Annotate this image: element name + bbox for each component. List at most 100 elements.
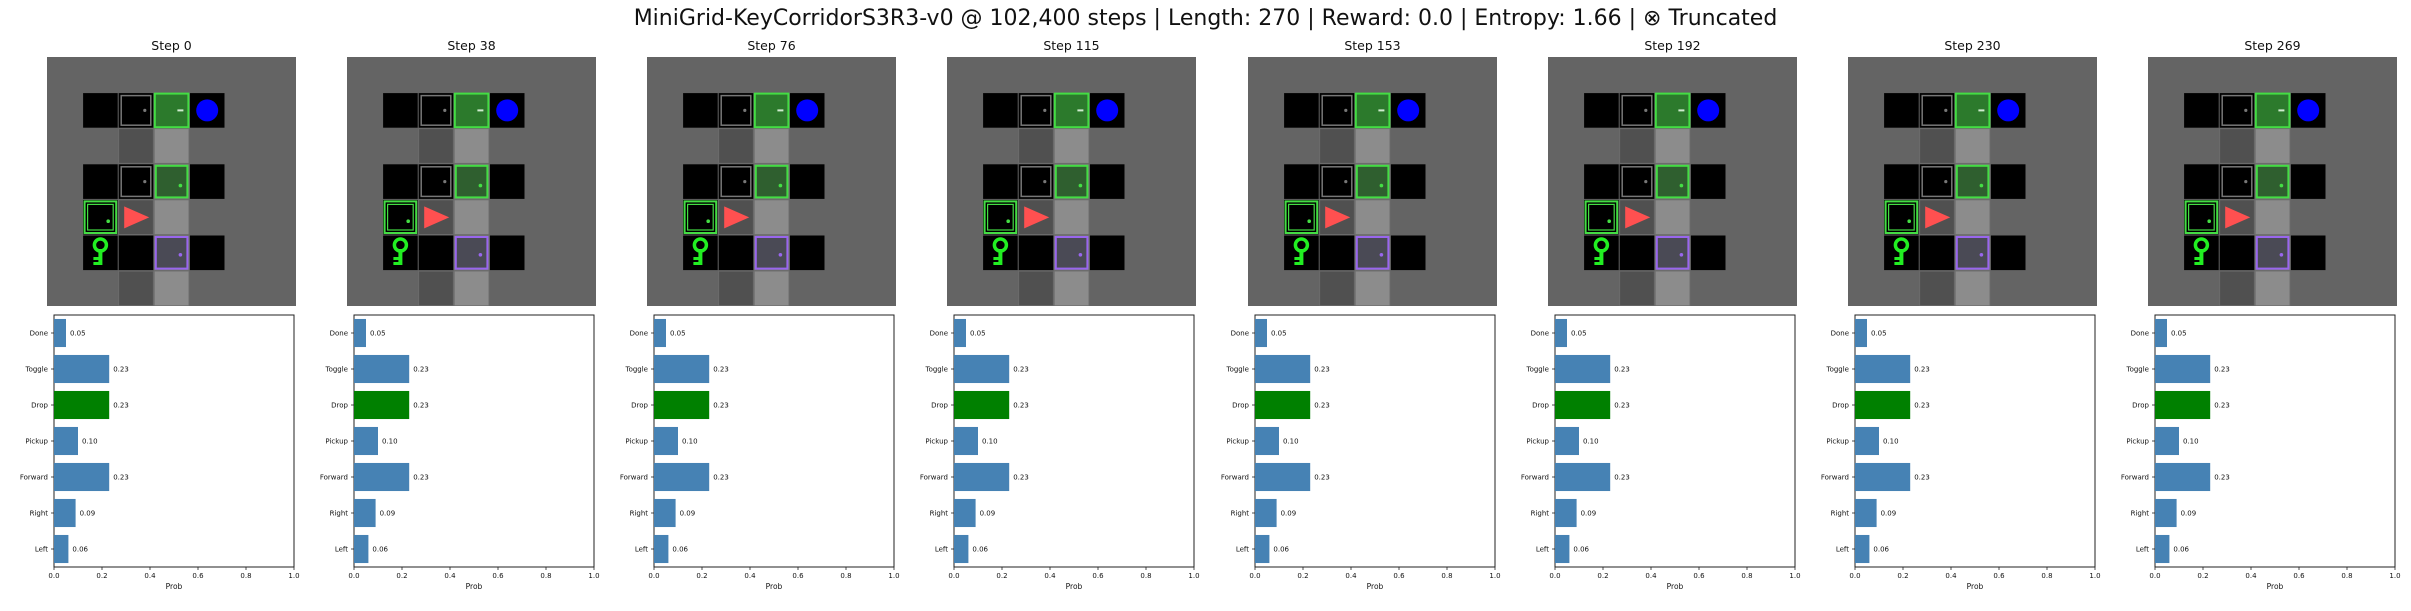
bar-drop: [54, 390, 110, 420]
key-icon: [392, 237, 409, 265]
category-label-right: Right: [2131, 510, 2150, 518]
door-handle: [1043, 108, 1047, 112]
value-label-toggle: 0.23: [1013, 366, 1029, 374]
corridor-tile: [1354, 128, 1391, 164]
value-label-right: 0.09: [80, 510, 96, 518]
bar-right: [1855, 498, 1877, 528]
floor-tile: [418, 235, 454, 271]
door-handle: [1944, 180, 1948, 184]
floor-tile: [1919, 235, 1955, 271]
corridor-tile: [718, 270, 754, 306]
floor-tile: [383, 93, 418, 128]
door-handle: [2244, 108, 2248, 112]
bar-toggle: [54, 354, 110, 384]
door-handle: [1078, 253, 1083, 257]
agent-triangle-icon: [424, 206, 450, 229]
value-label-done: 0.05: [1271, 330, 1287, 338]
x-tick-label: 0.2: [696, 572, 707, 580]
bar-forward: [1555, 462, 1611, 492]
door-icon: [754, 164, 789, 199]
value-label-forward: 0.23: [1013, 474, 1029, 482]
floor-tile: [1089, 235, 1125, 271]
door-inner-frame: [986, 203, 1014, 231]
value-label-done: 0.05: [370, 330, 386, 338]
bar-done: [1255, 318, 1267, 348]
door-icon: [1284, 200, 1319, 234]
door-icon: [154, 164, 189, 199]
value-label-forward: 0.23: [1914, 474, 1930, 482]
door-handle: [1006, 219, 1010, 223]
bar-toggle: [1255, 354, 1311, 384]
value-label-drop: 0.23: [1614, 402, 1630, 410]
ball-icon: [796, 99, 819, 122]
value-label-done: 0.05: [70, 330, 86, 338]
agent-triangle-icon: [1325, 206, 1351, 229]
x-tick-label: 0.4: [144, 572, 156, 580]
category-label-drop: Drop: [931, 402, 948, 410]
bar-toggle: [1855, 354, 1911, 384]
x-axis-label: Prob: [1967, 582, 1984, 591]
minigrid-frame: [1848, 57, 2097, 306]
bar-forward: [54, 462, 110, 492]
value-label-left: 0.06: [672, 546, 688, 554]
x-tick-label: 0.0: [648, 572, 659, 580]
category-label-right: Right: [930, 510, 949, 518]
value-label-right: 0.09: [380, 510, 396, 518]
value-label-right: 0.09: [680, 510, 696, 518]
x-tick-label: 1.0: [288, 572, 299, 580]
minigrid-frame: [2148, 57, 2397, 306]
bar-drop: [1855, 390, 1911, 420]
door-handle: [1979, 183, 1984, 188]
value-label-done: 0.05: [670, 330, 686, 338]
action-probability-chart: 0.06 Left 0.09 Right 0.23 Forward 0.10 Pickup 0.…: [20, 314, 300, 591]
category-label-toggle: Toggle: [624, 366, 648, 374]
action-probability-chart: 0.06 Left 0.09 Right 0.23 Forward 0.10 Pickup 0.…: [1221, 314, 1501, 591]
step-title: Step 230: [1944, 38, 2001, 53]
door-icon: [1884, 200, 1919, 234]
floor-tile: [718, 235, 754, 271]
bar-forward: [654, 462, 710, 492]
category-label-left: Left: [1236, 546, 1249, 554]
category-label-toggle: Toggle: [1525, 366, 1549, 374]
corridor-tile: [418, 128, 454, 164]
x-tick-label: 0.2: [1597, 572, 1608, 580]
floor-tile: [1319, 235, 1355, 271]
door-icon: [1655, 236, 1690, 270]
bar-pickup: [354, 426, 378, 456]
category-label-left: Left: [335, 546, 348, 554]
x-tick-label: 1.0: [1489, 572, 1500, 580]
value-label-done: 0.05: [2171, 330, 2187, 338]
floor-tile: [983, 93, 1018, 128]
corridor-tile: [1319, 270, 1355, 306]
lock-slot: [1678, 109, 1685, 112]
bar-done: [1855, 318, 1867, 348]
x-tick-label: 0.8: [2341, 572, 2352, 580]
action-probability-chart: 0.06 Left 0.09 Right 0.23 Forward 0.10 Pickup 0.…: [1821, 314, 2101, 591]
agent-triangle-icon: [1024, 206, 1050, 229]
bar-forward: [954, 462, 1010, 492]
x-tick-label: 0.8: [840, 572, 851, 580]
value-label-drop: 0.23: [713, 402, 729, 410]
floor-tile: [683, 164, 718, 199]
category-label-toggle: Toggle: [2125, 366, 2149, 374]
category-label-done: Done: [30, 330, 48, 338]
category-label-toggle: Toggle: [24, 366, 48, 374]
corridor-tile: [1319, 128, 1355, 164]
door-handle: [2207, 219, 2211, 223]
bar-pickup: [954, 426, 978, 456]
category-label-drop: Drop: [1232, 402, 1249, 410]
floor-tile: [2290, 164, 2326, 199]
step-panel: Step 153 0.06 Left 0.09 Right 0.23 Forward 0.10…: [1221, 0, 1501, 611]
bar-pickup: [1255, 426, 1279, 456]
door-handle: [1078, 183, 1083, 188]
door-handle: [1644, 180, 1648, 184]
category-label-left: Left: [2136, 546, 2149, 554]
value-label-forward: 0.23: [713, 474, 729, 482]
corridor-tile: [1354, 270, 1391, 306]
key-icon: [2193, 237, 2210, 265]
bar-forward: [1255, 462, 1311, 492]
door-icon: [2184, 200, 2219, 234]
step-title: Step 76: [747, 38, 796, 53]
key-icon: [992, 237, 1009, 265]
category-label-right: Right: [1531, 510, 1550, 518]
